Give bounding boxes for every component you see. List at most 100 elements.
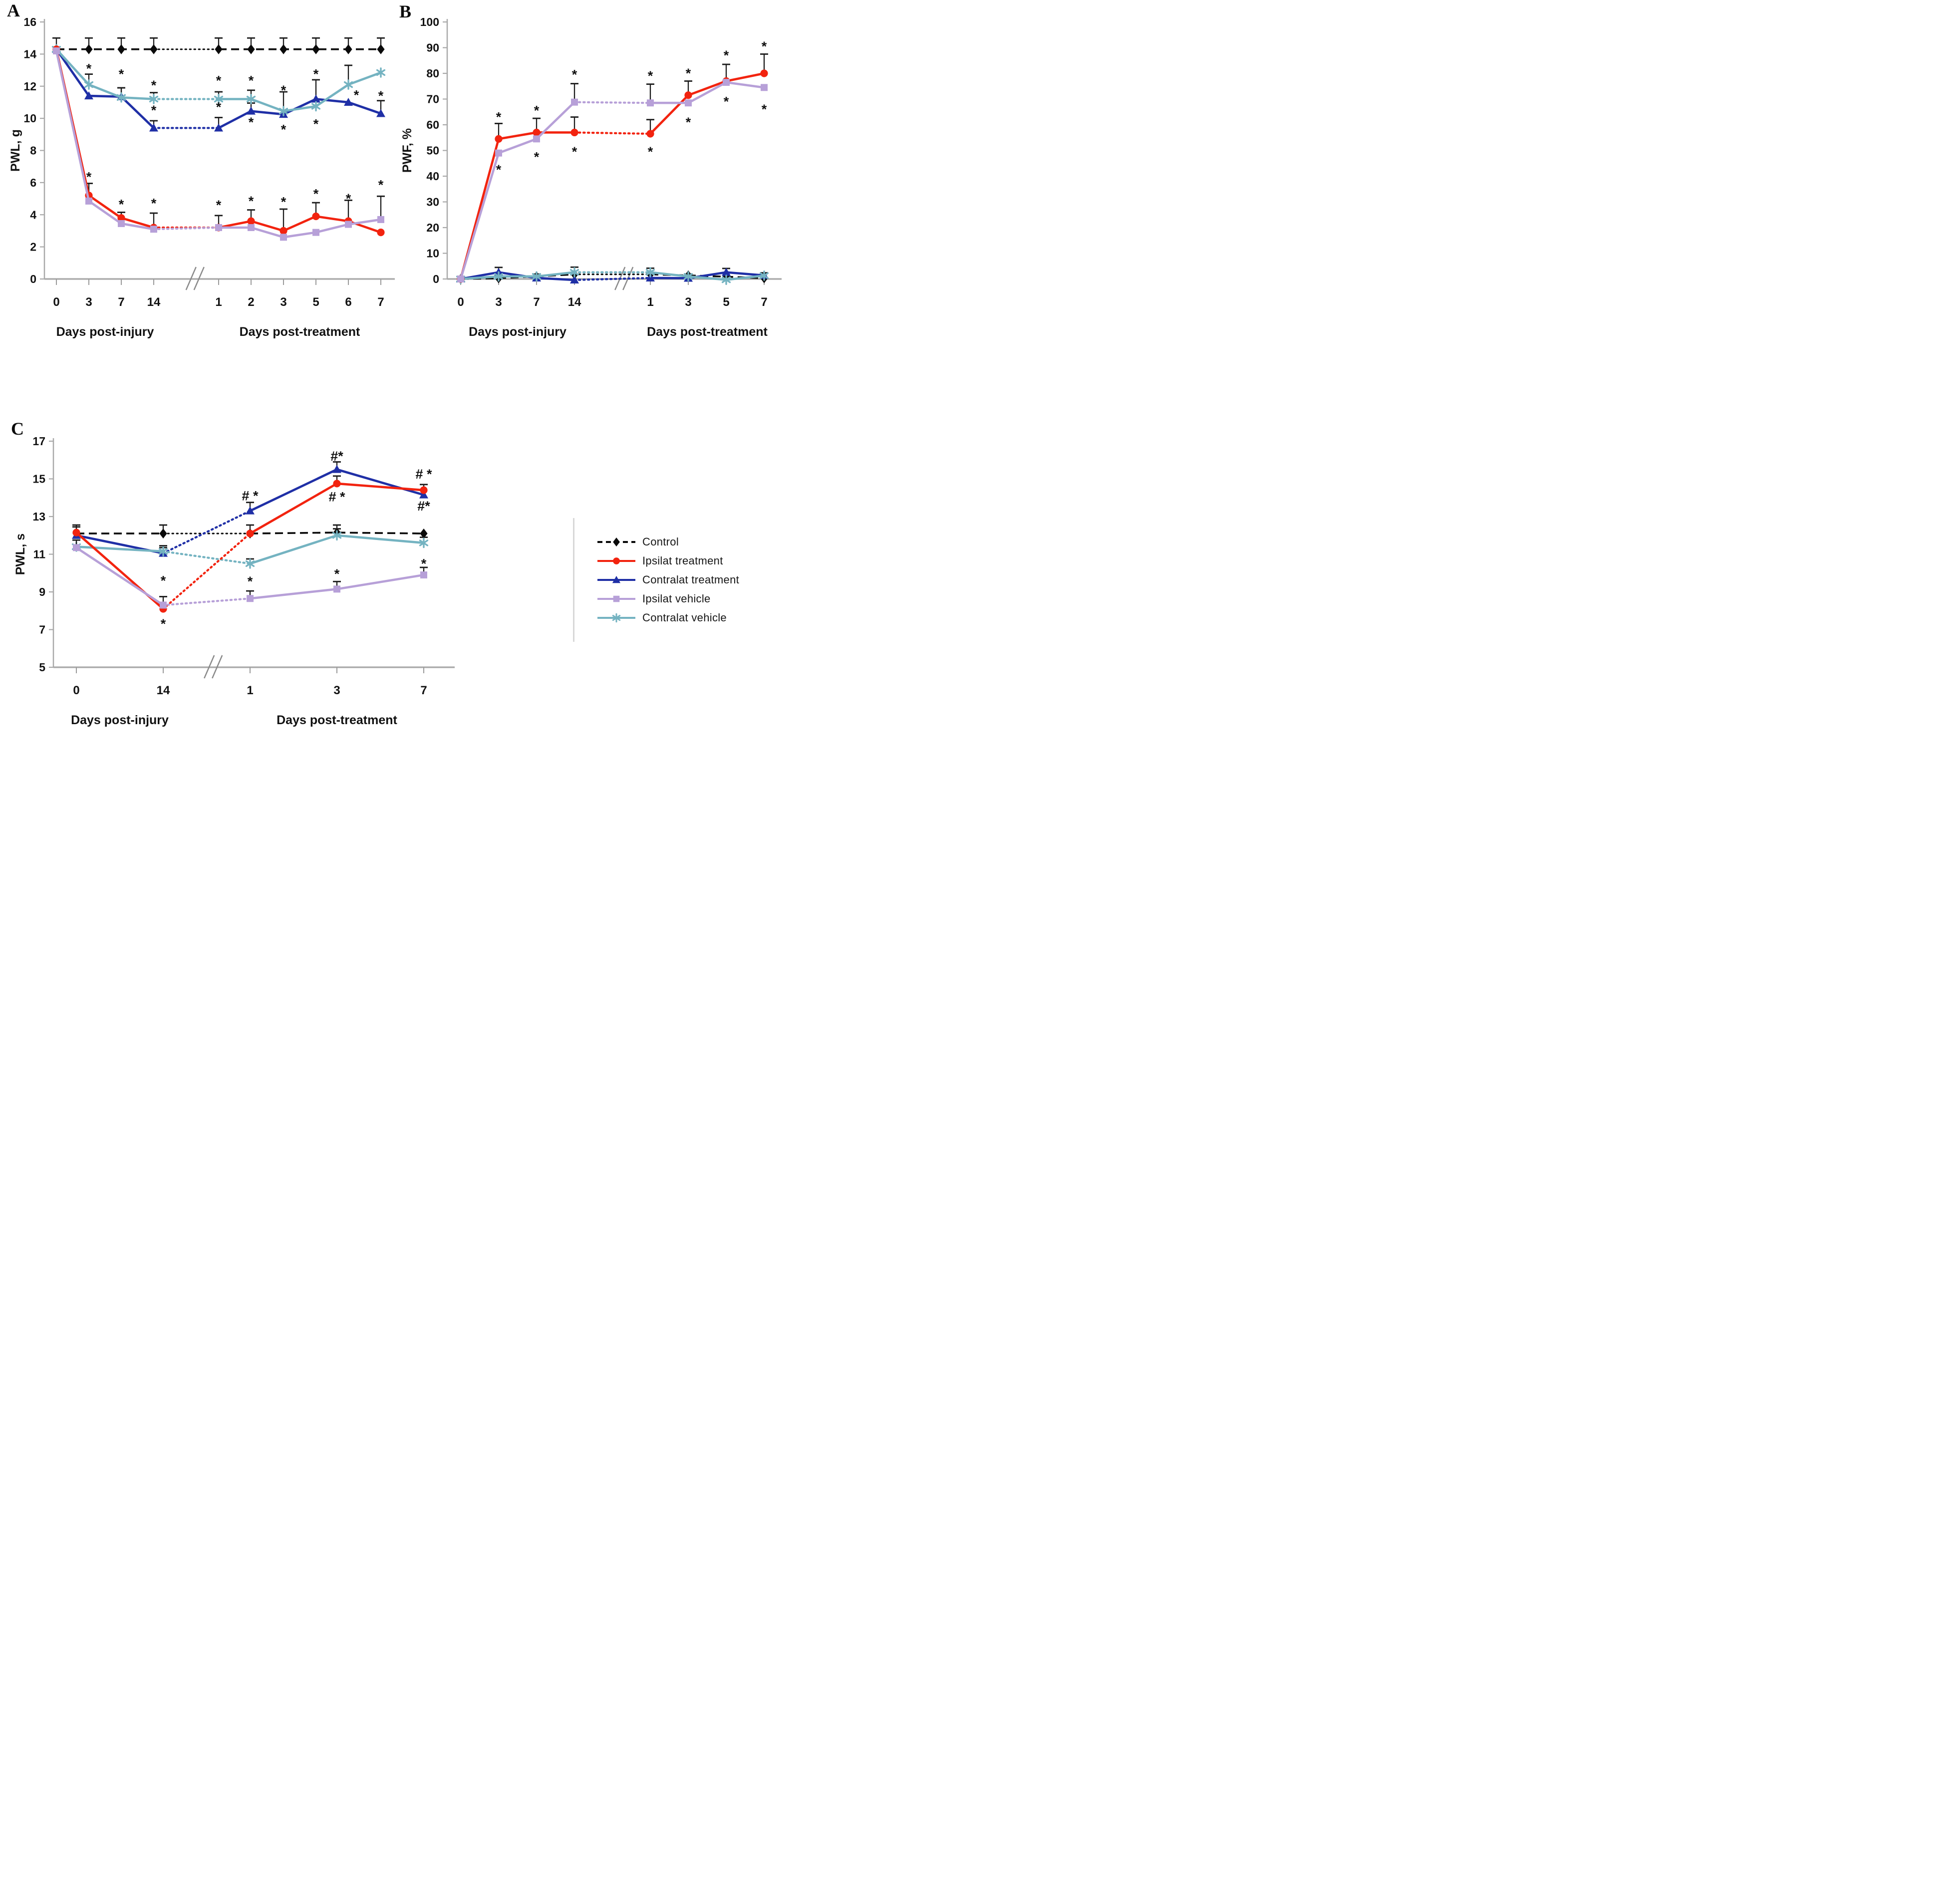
svg-text:*: * (496, 110, 502, 125)
svg-text:*: * (724, 94, 729, 109)
svg-text:PWL, g: PWL, g (8, 129, 22, 172)
svg-text:90: 90 (426, 41, 439, 54)
svg-text:#*: #* (330, 449, 343, 464)
svg-text:*: * (724, 48, 729, 63)
ipsilat-vehicle-line-icon (597, 595, 635, 602)
svg-text:*: * (249, 194, 254, 209)
svg-text:50: 50 (426, 144, 439, 157)
chart-panel-b: 0 10 20 30 40 50 60 70 80 90 100 0 3 7 14 Days post-inj… (400, 15, 782, 339)
svg-text:#*: #* (417, 499, 430, 514)
contralat-vehicle-line-icon (597, 613, 635, 623)
svg-text:Days post-injury: Days post-injury (56, 325, 154, 339)
legend-label: Control (642, 536, 679, 548)
series-control (52, 37, 385, 54)
svg-text:*: * (151, 78, 157, 93)
svg-text:6: 6 (345, 295, 351, 309)
series-contralat-vehicle (456, 266, 769, 285)
svg-text:*: * (151, 103, 157, 118)
svg-text:# *: # * (242, 488, 259, 503)
svg-text:70: 70 (426, 93, 439, 106)
series-ipsilat-treatment (457, 53, 768, 283)
svg-text:# *: # * (328, 489, 345, 504)
figure-canvas: A B C 0 2 4 6 8 10 12 14 16 0 3 7 14 Days post-injury… (0, 0, 784, 758)
svg-text:*: * (648, 144, 653, 159)
svg-text:*: * (216, 198, 222, 213)
series-ipsilat-vehicle (72, 539, 428, 609)
svg-text:7: 7 (420, 684, 427, 697)
svg-text:*: * (346, 191, 351, 206)
svg-text:*: * (249, 115, 254, 130)
svg-text:*: * (762, 102, 767, 117)
svg-text:0: 0 (457, 295, 464, 309)
svg-text:*: * (334, 566, 340, 581)
svg-text:3: 3 (333, 684, 340, 697)
svg-text:10: 10 (426, 247, 439, 260)
svg-text:*: * (248, 574, 253, 589)
svg-text:Days post-treatment: Days post-treatment (647, 325, 768, 339)
svg-text:*: * (496, 162, 502, 177)
axes: 0 10 20 30 40 50 60 70 80 90 100 0 3 7 14 Days post-inj… (400, 15, 782, 339)
svg-text:15: 15 (32, 473, 45, 486)
panel-label-b: B (399, 1, 412, 21)
svg-text:7: 7 (118, 295, 124, 309)
svg-text:*: * (216, 73, 222, 88)
significance-annotations: * * # * * #* # * * # * #* * (161, 449, 432, 631)
svg-text:Days post-treatment: Days post-treatment (240, 325, 360, 339)
legend-label: Ipsilat vehicle (642, 592, 711, 605)
svg-text:Days post-treatment: Days post-treatment (277, 713, 397, 727)
legend: Control Ipsilat treatment Contralat trea… (573, 518, 744, 642)
svg-text:80: 80 (426, 67, 439, 80)
svg-text:*: * (534, 149, 540, 164)
svg-text:5: 5 (312, 295, 319, 309)
svg-text:PWF, %: PWF, % (400, 128, 414, 173)
svg-text:*: * (762, 39, 767, 54)
svg-text:*: * (86, 61, 92, 76)
svg-text:0: 0 (73, 684, 79, 697)
legend-item-contralat-vehicle: Contralat vehicle (595, 611, 739, 625)
series-contralat-vehicle (51, 44, 386, 116)
svg-text:60: 60 (426, 118, 439, 131)
svg-text:*: * (648, 68, 653, 83)
legend-item-contralat-treatment: Contralat treatment (595, 573, 739, 587)
series-ipsilat-vehicle (53, 47, 385, 241)
svg-text:5: 5 (39, 661, 45, 674)
contralat-treatment-line-icon (597, 575, 635, 583)
svg-text:*: * (151, 196, 157, 211)
svg-text:Days post-injury: Days post-injury (71, 713, 169, 727)
svg-text:7: 7 (761, 295, 767, 309)
legend-label: Ipsilat treatment (642, 554, 723, 567)
svg-text:14: 14 (568, 295, 581, 309)
svg-text:0: 0 (433, 272, 439, 285)
svg-text:*: * (354, 87, 359, 102)
svg-text:*: * (86, 170, 92, 185)
svg-text:7: 7 (533, 295, 540, 309)
legend-label: Contralat treatment (642, 573, 740, 586)
svg-text:100: 100 (420, 15, 439, 28)
svg-text:14: 14 (23, 47, 36, 60)
svg-text:*: * (161, 616, 166, 631)
svg-text:1: 1 (647, 295, 653, 309)
svg-text:Days post-injury: Days post-injury (469, 325, 566, 339)
svg-text:*: * (421, 556, 427, 571)
svg-text:*: * (313, 116, 319, 131)
svg-text:*: * (313, 67, 319, 82)
legend-label: Contralat vehicle (642, 611, 727, 624)
svg-text:*: * (249, 73, 254, 88)
legend-item-ipsilat-treatment: Ipsilat treatment (595, 554, 739, 568)
svg-text:*: * (686, 115, 691, 130)
svg-text:0: 0 (53, 295, 59, 309)
svg-text:*: * (572, 144, 577, 159)
svg-text:14: 14 (157, 684, 170, 697)
svg-text:*: * (686, 66, 691, 81)
series-ipsilat-vehicle (457, 79, 768, 282)
svg-text:3: 3 (280, 295, 286, 309)
svg-text:0: 0 (30, 272, 36, 285)
svg-text:3: 3 (85, 295, 92, 309)
svg-text:13: 13 (32, 510, 45, 523)
panel-label-c: C (11, 419, 24, 439)
svg-text:*: * (119, 67, 124, 82)
significance-annotations: * * * * * * * * * * * * * * (496, 39, 767, 177)
